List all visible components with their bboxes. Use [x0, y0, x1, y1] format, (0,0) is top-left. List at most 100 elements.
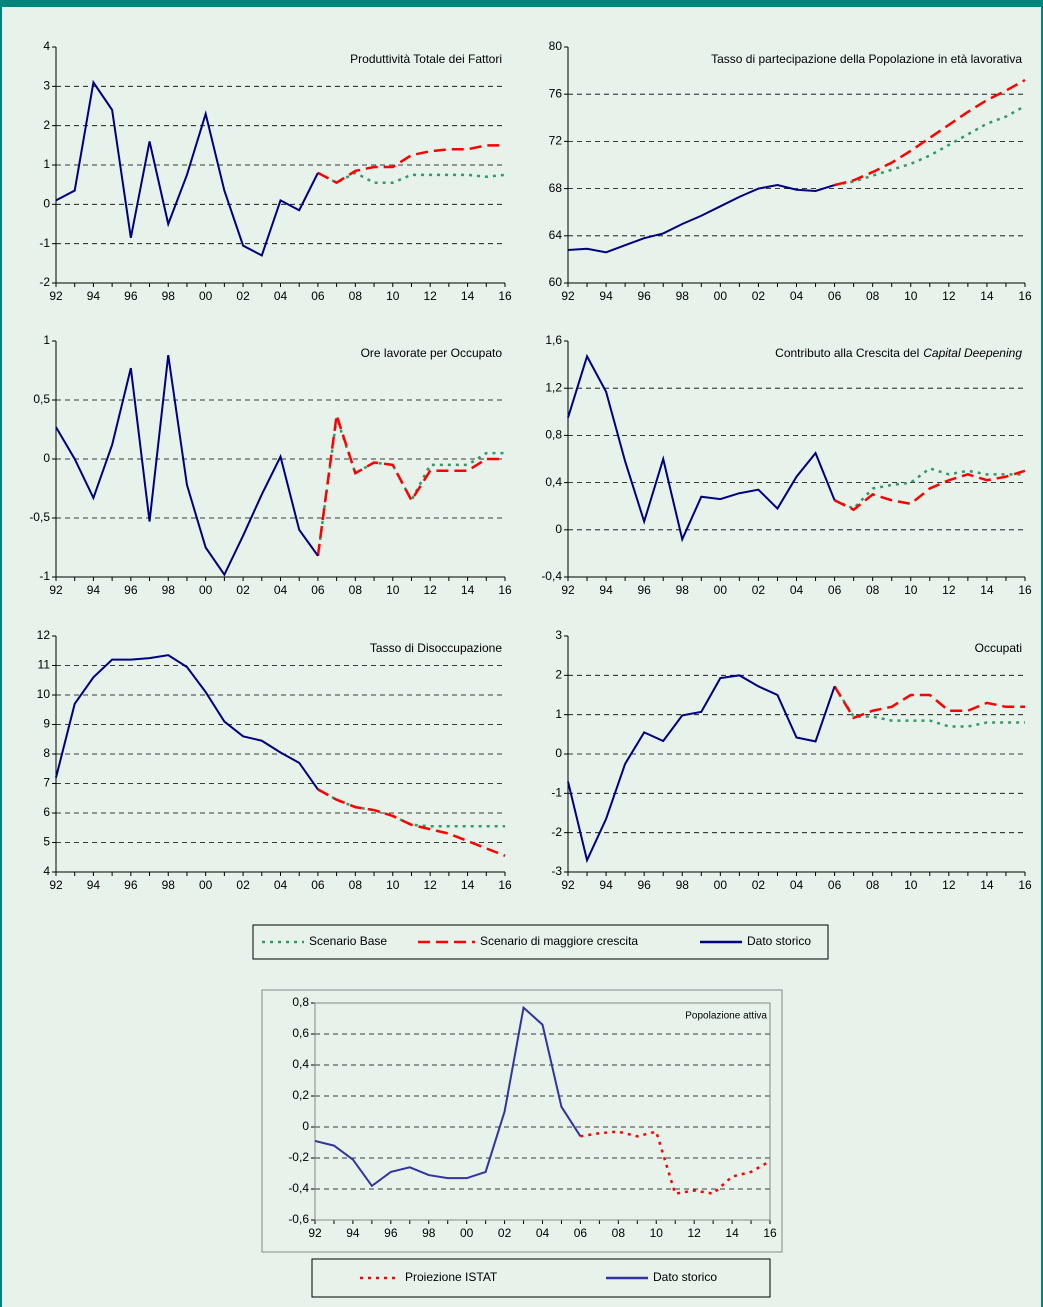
series-line: [833, 685, 1025, 728]
x-tick-label: 04: [536, 1226, 550, 1240]
series-line: [834, 104, 1026, 187]
x-tick-label: 08: [612, 1226, 626, 1240]
legend-box: [252, 924, 829, 960]
x-tick-label: 12: [423, 289, 437, 303]
chart-title: Contributo alla Crescita del Capital Deep…: [775, 346, 1022, 360]
x-tick-label: 98: [162, 878, 176, 892]
y-tick-label: 1: [555, 707, 562, 721]
y-tick-label: 0: [43, 197, 50, 211]
x-tick-label: 98: [676, 878, 690, 892]
y-tick-label: 1: [43, 333, 50, 347]
y-tick-label: 72: [549, 134, 563, 148]
x-tick-label: 16: [1018, 289, 1032, 303]
series-line: [567, 674, 836, 864]
y-tick-label: 64: [549, 228, 563, 242]
x-tick-label: 92: [49, 583, 63, 597]
y-tick-label: 3: [43, 79, 50, 93]
x-tick-label: 16: [1018, 583, 1032, 597]
x-tick-label: 14: [461, 583, 475, 597]
x-tick-label: 02: [236, 289, 250, 303]
x-tick-label: 06: [311, 289, 325, 303]
y-tick-label: 68: [549, 181, 563, 195]
y-tick-label: 0: [302, 1119, 309, 1133]
chart-title: Popolazione attiva: [685, 1011, 767, 1022]
series-line: [317, 788, 506, 857]
x-tick-label: 12: [942, 289, 956, 303]
y-tick-label: 2: [43, 118, 50, 132]
series-line: [55, 355, 319, 577]
x-tick-label: 98: [422, 1226, 436, 1240]
x-tick-label: 06: [828, 289, 842, 303]
y-tick-label: -1: [39, 569, 50, 583]
chart-title: Ore lavorate per Occupato: [361, 346, 503, 360]
x-tick-label: 04: [790, 878, 804, 892]
x-tick-label: 02: [752, 878, 766, 892]
x-tick-label: 10: [904, 583, 918, 597]
x-tick-label: 16: [498, 878, 512, 892]
x-tick-label: 14: [980, 878, 994, 892]
x-tick-label: 00: [199, 583, 213, 597]
y-tick-label: 11: [38, 658, 51, 672]
x-tick-label: 96: [124, 878, 138, 892]
x-tick-label: 14: [725, 1226, 739, 1240]
x-tick-label: 14: [461, 878, 475, 892]
y-tick-label: 0,5: [33, 392, 50, 406]
y-tick-label: -0,2: [288, 1150, 309, 1164]
y-tick-label: 0: [43, 451, 50, 465]
y-tick-label: 4: [43, 39, 50, 53]
y-tick-label: 1,6: [545, 333, 562, 347]
x-tick-label: 94: [87, 583, 101, 597]
x-tick-label: 10: [650, 1226, 664, 1240]
x-tick-label: 02: [752, 289, 766, 303]
series-line: [567, 184, 835, 254]
x-tick-label: 06: [574, 1226, 588, 1240]
series-line: [55, 654, 319, 790]
y-tick-label: -0,5: [29, 510, 50, 524]
x-tick-label: 00: [460, 1226, 474, 1240]
x-tick-label: 98: [162, 289, 176, 303]
chart-title: Occupati: [975, 641, 1022, 655]
x-tick-label: 00: [199, 289, 213, 303]
x-tick-label: 96: [124, 583, 138, 597]
x-tick-label: 98: [162, 583, 176, 597]
x-tick-label: 94: [87, 289, 101, 303]
top-bar: [0, 0, 1043, 7]
y-tick-label: 0,6: [292, 1026, 309, 1040]
legend-label: Dato storico: [653, 1270, 717, 1284]
y-tick-label: 76: [549, 86, 563, 100]
x-tick-label: 14: [461, 289, 475, 303]
y-tick-label: -1: [551, 786, 562, 800]
y-tick-label: 5: [43, 835, 50, 849]
x-tick-label: 98: [676, 583, 690, 597]
series-line: [567, 353, 836, 543]
x-tick-label: 04: [274, 289, 288, 303]
x-tick-label: 04: [274, 878, 288, 892]
x-tick-label: 12: [942, 878, 956, 892]
x-tick-label: 12: [423, 878, 437, 892]
x-tick-label: 92: [561, 289, 575, 303]
x-tick-label: 04: [274, 583, 288, 597]
legend-label: Scenario di maggiore crescita: [480, 934, 638, 948]
y-tick-label: -0,4: [288, 1181, 309, 1195]
x-tick-label: 08: [349, 289, 363, 303]
x-tick-label: 16: [763, 1226, 777, 1240]
plot-frame: [314, 1002, 771, 1221]
y-tick-label: 0: [555, 522, 562, 536]
x-tick-label: 94: [599, 289, 613, 303]
x-tick-label: 10: [386, 878, 400, 892]
y-tick-label: 9: [43, 717, 50, 731]
x-tick-label: 02: [752, 583, 766, 597]
chart-title: Tasso di partecipazione della Popolazion…: [711, 52, 1022, 66]
series-line: [834, 78, 1026, 187]
y-tick-label: 0,4: [292, 1057, 309, 1071]
y-tick-label: 3: [555, 628, 562, 642]
y-tick-label: 10: [37, 687, 51, 701]
x-tick-label: 04: [790, 289, 804, 303]
series-line: [316, 414, 505, 556]
x-tick-label: 96: [637, 878, 651, 892]
x-tick-label: 14: [980, 583, 994, 597]
legend-box: [311, 1258, 771, 1298]
